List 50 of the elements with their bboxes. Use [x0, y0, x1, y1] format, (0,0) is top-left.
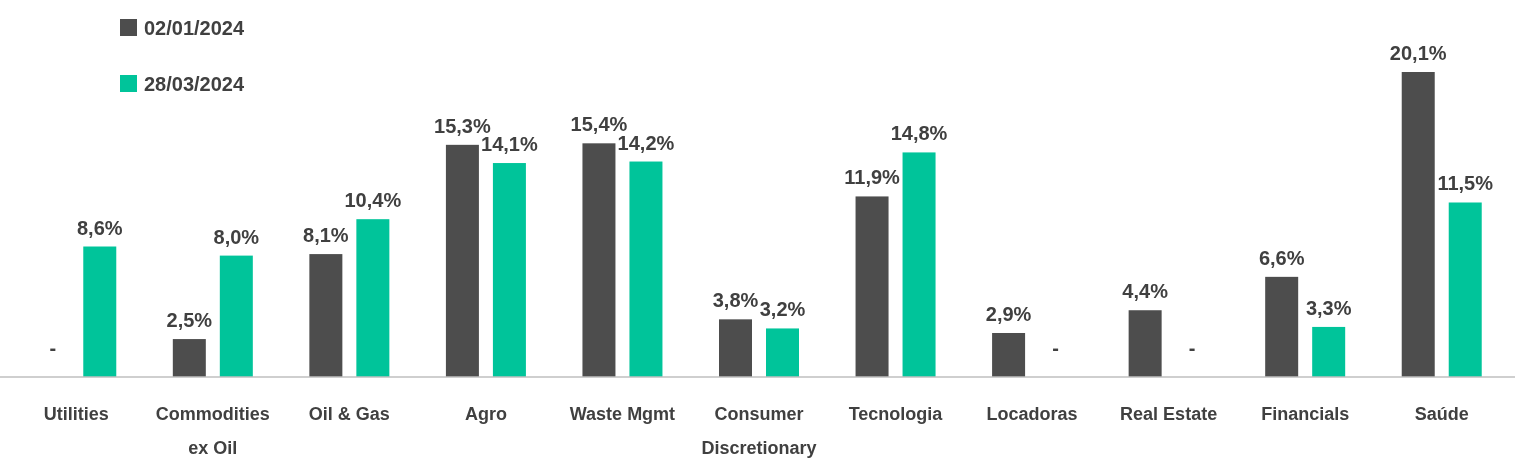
x-tick-label: Tecnologia — [848, 404, 944, 424]
x-tick-label: Agro — [464, 404, 507, 424]
x-tick-label: Waste Mgmt — [569, 404, 676, 424]
bar — [766, 328, 799, 377]
data-label: 10,4% — [344, 189, 402, 212]
x-tick-label: Commodities ex Oil — [155, 404, 270, 458]
bar — [356, 219, 390, 377]
data-label: 8,6% — [76, 216, 123, 239]
data-label: 11,9% — [844, 166, 901, 189]
x-tick-label: Consumer Discretionary — [701, 404, 817, 458]
bar — [992, 333, 1026, 377]
bar — [1265, 276, 1299, 377]
bar — [172, 339, 206, 377]
x-tick-label: Saúde — [1414, 404, 1469, 424]
bar — [83, 246, 117, 377]
data-label: 3,3% — [1305, 296, 1352, 319]
bar — [219, 255, 253, 377]
x-tick-label: Locadoras — [986, 404, 1078, 424]
legend-label: 28/03/2024 — [144, 73, 245, 95]
bar — [855, 196, 889, 377]
data-label: 3,8% — [712, 289, 759, 312]
x-tick-label: Oil & Gas — [308, 404, 390, 424]
data-label: 2,5% — [166, 309, 213, 332]
legend-label: 02/01/2024 — [144, 17, 245, 39]
text: - — [1052, 337, 1059, 359]
bar — [492, 163, 526, 377]
bar — [309, 254, 343, 377]
bar — [902, 152, 936, 377]
bar — [1401, 72, 1435, 377]
x-tick-label: Utilities — [43, 404, 109, 424]
bar — [1448, 202, 1482, 377]
text: - — [49, 337, 57, 359]
data-label: 20,1% — [1389, 42, 1447, 64]
data-label: 2,9% — [985, 303, 1032, 325]
bar — [719, 319, 752, 377]
bar — [582, 143, 616, 377]
x-tick-label: Real Estate — [1120, 404, 1218, 424]
bar — [1312, 326, 1346, 377]
bar — [1128, 310, 1162, 377]
data-label: 6,6% — [1258, 246, 1305, 269]
data-label: 8,1% — [303, 224, 349, 247]
data-label: 14,8% — [890, 122, 948, 145]
bar — [629, 161, 663, 377]
data-label: 3,2% — [759, 298, 806, 321]
bar — [445, 144, 479, 377]
data-label: 8,0% — [213, 225, 260, 248]
x-tick-label: Financials — [1261, 404, 1350, 424]
text: - — [1188, 337, 1196, 359]
data-label: 4,4% — [1122, 280, 1169, 303]
data-label: 11,5% — [1437, 172, 1494, 195]
